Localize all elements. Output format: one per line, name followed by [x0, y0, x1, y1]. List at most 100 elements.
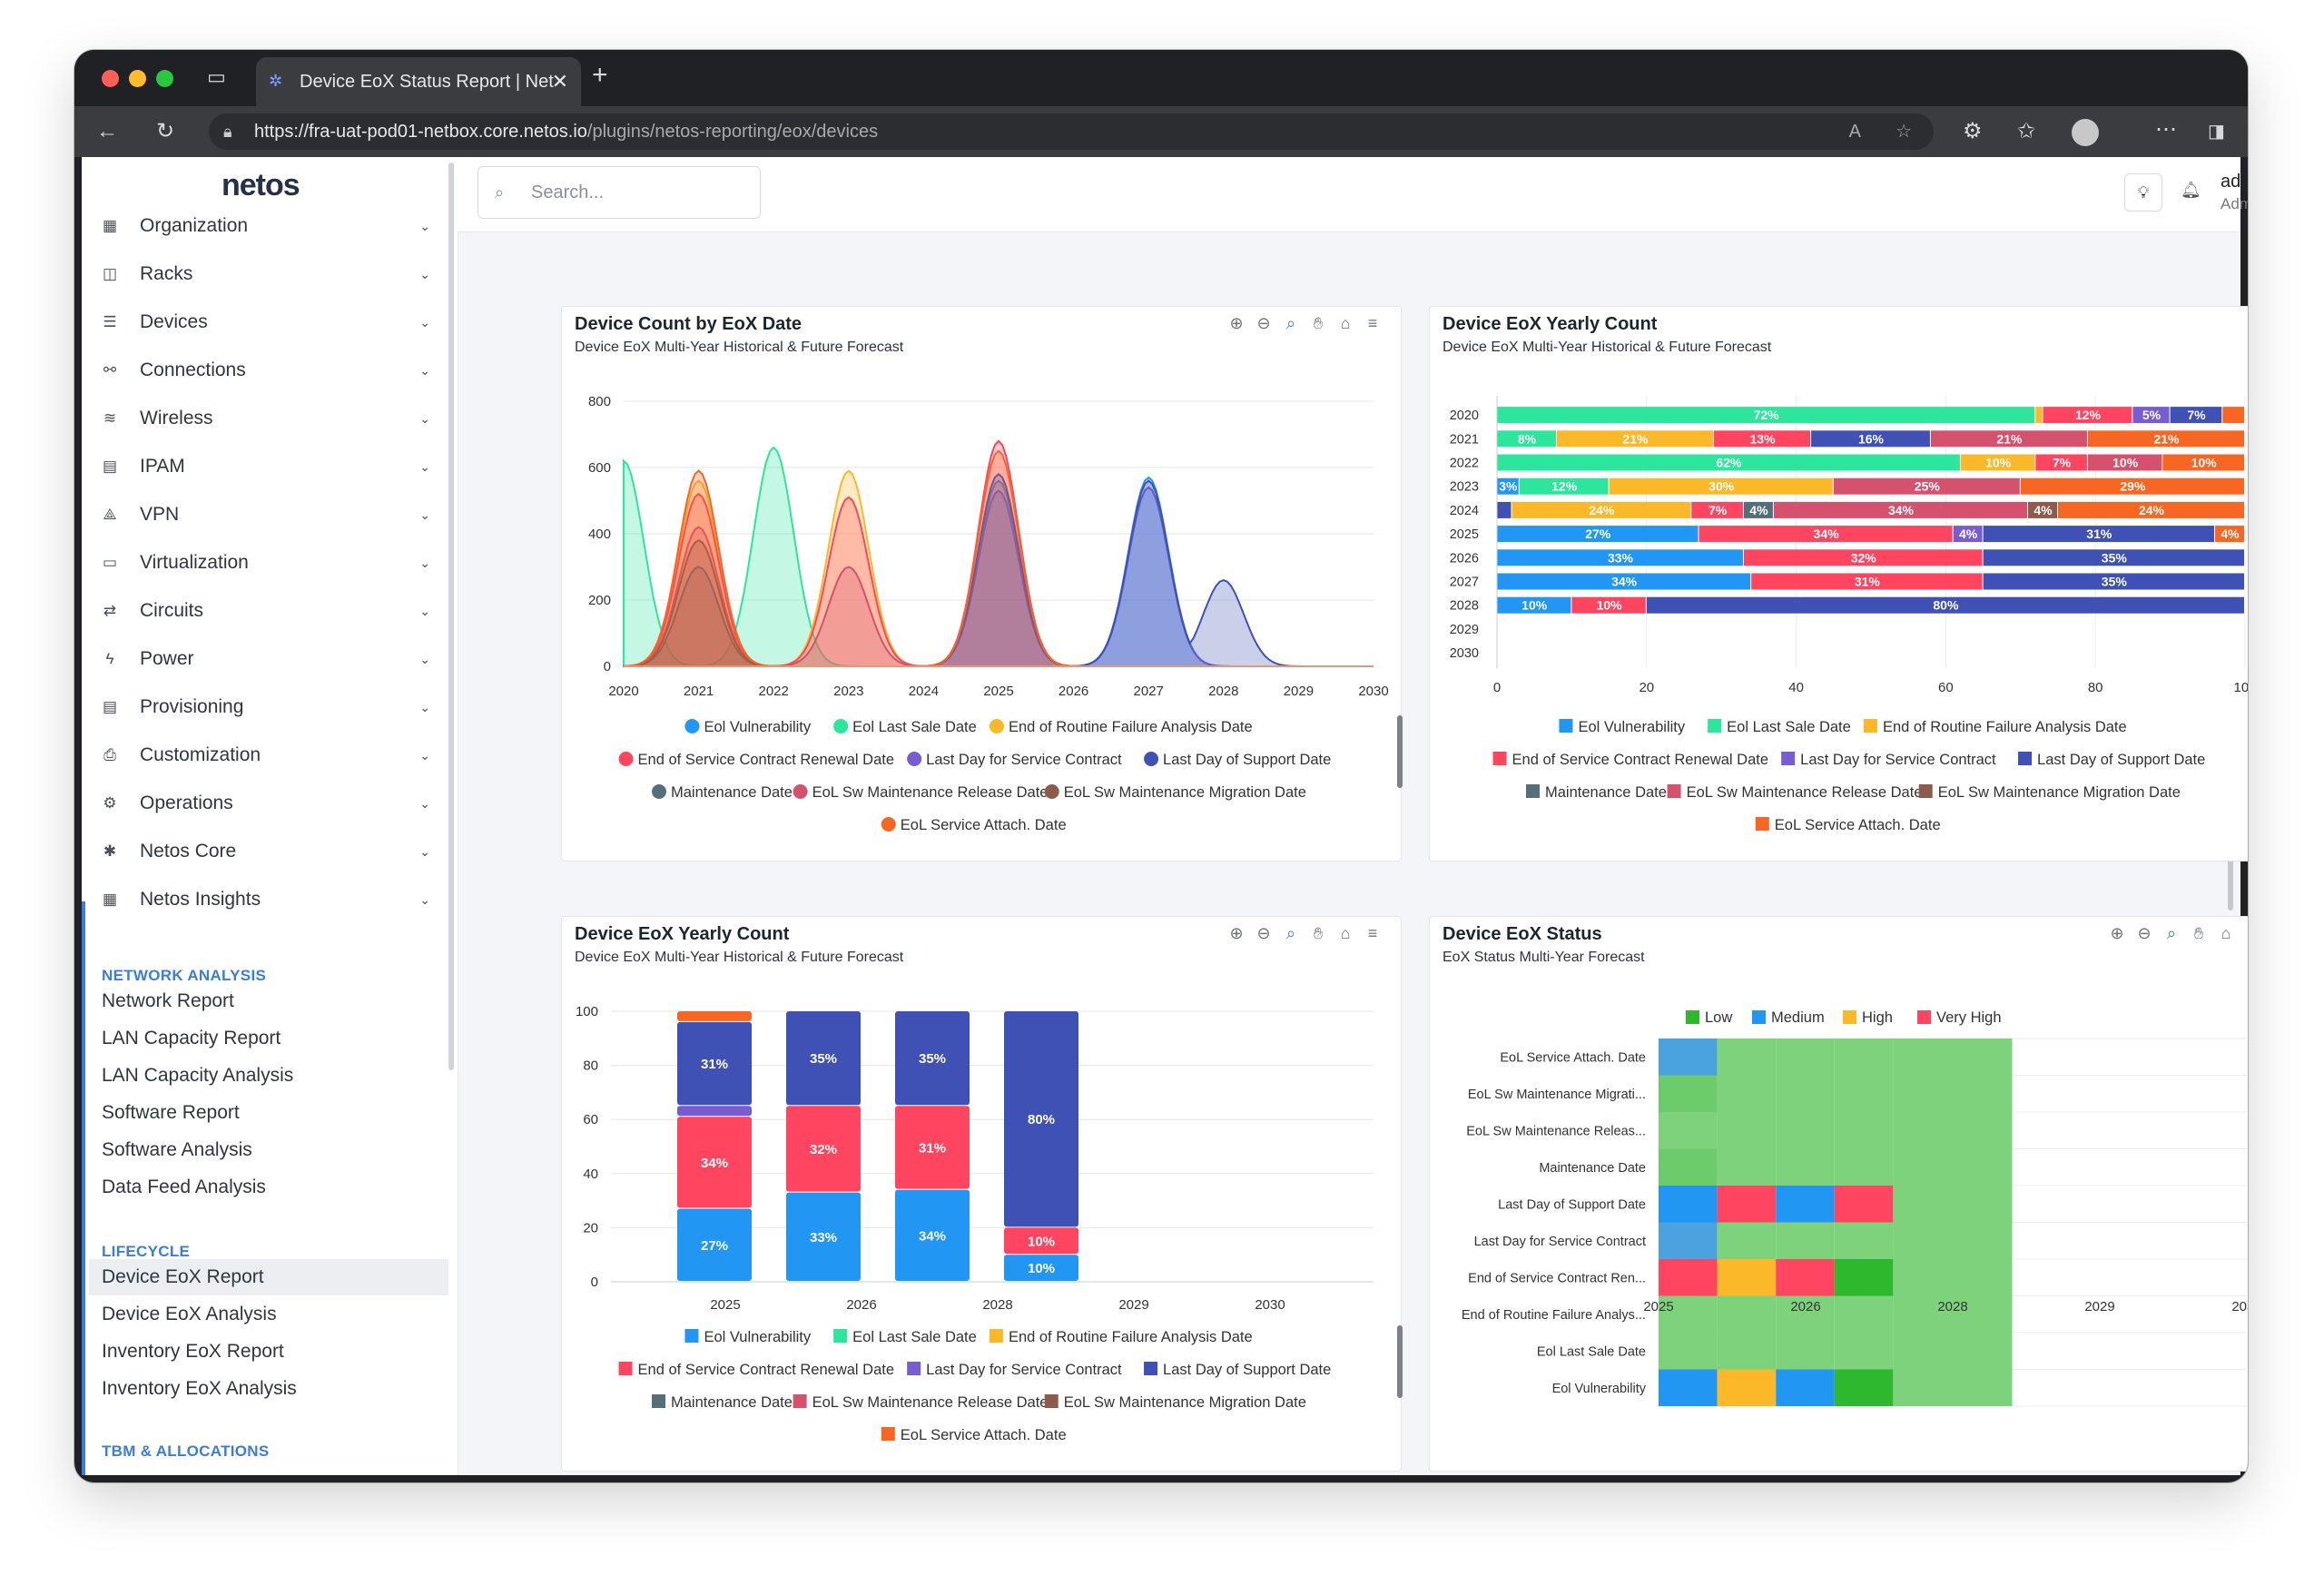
bar-column-2025[interactable]: 27% 34% 31%	[677, 1011, 752, 1281]
legend-item-last-day-for-service-contract[interactable]: Last Day for Service Contract	[1781, 752, 1996, 768]
legend-item-maintenance-date[interactable]: Maintenance Date	[1526, 784, 1667, 801]
chart1-legend-scrollbar[interactable]	[1397, 715, 1403, 788]
sidebar-link-software-report[interactable]: Software Report	[102, 1102, 240, 1123]
legend-item-eol-service-attach-date[interactable]: EoL Service Attach. Date	[881, 1427, 1067, 1443]
sidebar-link-network-report[interactable]: Network Report	[102, 990, 234, 1011]
legend-item-last-day-of-support-date[interactable]: Last Day of Support Date	[2018, 752, 2205, 768]
legend-item-eol-service-attach-date[interactable]: EoL Service Attach. Date	[1755, 817, 1941, 833]
sidebar-item-power[interactable]: ϟ Power ⌄	[100, 641, 436, 677]
sidebar-item-vpn[interactable]: ⟁ VPN ⌄	[100, 497, 436, 533]
reload-icon[interactable]: ↻	[156, 119, 175, 143]
sidebar-item-netos-core[interactable]: ✱ Netos Core ⌄	[100, 833, 436, 870]
sidebar-link-device-eox-report[interactable]: Device EoX Report	[89, 1259, 448, 1295]
zoom-out-icon[interactable]: ⊖	[2137, 924, 2152, 942]
close-window-button[interactable]	[102, 70, 119, 87]
legend-item-end-of-routine-failure-analysis-date[interactable]: End of Routine Failure Analysis Date	[989, 719, 1253, 735]
legend-item-end-of-service-contract-renewal-date[interactable]: End of Service Contract Renewal Date	[618, 752, 894, 768]
zoom-select-icon[interactable]: ⌕	[2166, 924, 2177, 942]
legend-item-end-of-routine-failure-analysis-date[interactable]: End of Routine Failure Analysis Date	[1863, 719, 2127, 735]
chart-menu-icon[interactable]: ≡	[1367, 924, 1378, 942]
legend-item-eol-last-sale-date[interactable]: Eol Last Sale Date	[833, 719, 977, 735]
legend-item-last-day-for-service-contract[interactable]: Last Day for Service Contract	[907, 1362, 1122, 1378]
zoom-in-icon[interactable]: ⊕	[1229, 314, 1244, 332]
back-icon[interactable]: ←	[96, 119, 118, 143]
theme-toggle-bulb-icon[interactable]: 💡︎	[2124, 173, 2162, 212]
legend-item-maintenance-date[interactable]: Maintenance Date	[652, 784, 793, 801]
extensions-icon[interactable]: ⚙	[1963, 119, 1983, 143]
legend-item-eol-sw-maintenance-migration-date[interactable]: EoL Sw Maintenance Migration Date	[1044, 1394, 1306, 1411]
user-name[interactable]: admin	[2221, 172, 2248, 192]
favorite-star-icon[interactable]: ☆	[1896, 122, 1912, 142]
chart3-legend-scrollbar[interactable]	[1397, 1325, 1403, 1398]
reset-home-icon[interactable]: ⌂	[1340, 924, 1351, 942]
bar-column-2026[interactable]: 33% 32% 35%	[786, 1011, 861, 1281]
legend-item-high[interactable]: High	[1843, 1009, 1893, 1026]
legend-item-end-of-service-contract-renewal-date[interactable]: End of Service Contract Renewal Date	[618, 1362, 894, 1378]
legend-item-eol-sw-maintenance-release-date[interactable]: EoL Sw Maintenance Release Date	[793, 784, 1049, 801]
sidebar-link-software-analysis[interactable]: Software Analysis	[102, 1139, 252, 1160]
sidebar-item-organization[interactable]: ▦ Organization ⌄	[100, 208, 436, 244]
legend-item-end-of-service-contract-renewal-date[interactable]: End of Service Contract Renewal Date	[1492, 752, 1768, 768]
new-tab-icon[interactable]: +	[592, 60, 608, 90]
sidebar-toggle-icon[interactable]: ▭	[207, 65, 226, 88]
zoom-select-icon[interactable]: ⌕	[1285, 314, 1296, 332]
notification-bell-icon[interactable]: 🔔︎	[2181, 181, 2201, 199]
minimize-window-button[interactable]	[129, 70, 146, 87]
sidebar-item-circuits[interactable]: ⇄ Circuits ⌄	[100, 593, 436, 629]
more-menu-icon[interactable]: ⋯	[2155, 117, 2177, 142]
legend-item-eol-vulnerability[interactable]: Eol Vulnerability	[1559, 719, 1686, 735]
sidebar-link-inventory-eox-report[interactable]: Inventory EoX Report	[102, 1341, 284, 1362]
favorites-icon[interactable]: ✩	[2017, 119, 2036, 143]
pan-hand-icon[interactable]: ✋︎	[2193, 924, 2204, 942]
legend-item-eol-sw-maintenance-release-date[interactable]: EoL Sw Maintenance Release Date	[1667, 784, 1923, 801]
sidebar-link-device-eox-analysis[interactable]: Device EoX Analysis	[102, 1304, 277, 1324]
read-aloud-icon[interactable]: A	[1848, 122, 1861, 142]
legend-item-eol-last-sale-date[interactable]: Eol Last Sale Date	[833, 1329, 977, 1345]
pan-hand-icon[interactable]: ✋︎	[1313, 314, 1324, 332]
legend-item-eol-vulnerability[interactable]: Eol Vulnerability	[684, 1329, 812, 1345]
sidebar-item-operations[interactable]: ⚙ Operations ⌄	[100, 785, 436, 822]
sidebar-item-connections[interactable]: ⚯ Connections ⌄	[100, 352, 436, 389]
legend-item-eol-sw-maintenance-migration-date[interactable]: EoL Sw Maintenance Migration Date	[1044, 784, 1306, 801]
close-tab-icon[interactable]: ✕	[551, 70, 568, 93]
browser-tab[interactable]: ✲ Device EoX Status Report | Net ✕	[256, 57, 581, 106]
search-input[interactable]: ⌕ Search...	[478, 166, 761, 219]
bar-column-2028[interactable]: 10% 10% 80%	[1004, 1011, 1078, 1281]
legend-item-eol-vulnerability[interactable]: Eol Vulnerability	[684, 719, 812, 735]
chart-menu-icon[interactable]: ≡	[1367, 314, 1378, 332]
sidebar-link-inventory-eox-analysis[interactable]: Inventory EoX Analysis	[102, 1378, 297, 1399]
sidebar-item-ipam[interactable]: ▤ IPAM ⌄	[100, 448, 436, 485]
legend-item-very-high[interactable]: Very High	[1917, 1009, 2002, 1026]
zoom-in-icon[interactable]: ⊕	[2110, 924, 2124, 942]
pan-hand-icon[interactable]: ✋︎	[1313, 924, 1324, 942]
bar-column-2027[interactable]: 34% 31% 35%	[895, 1011, 970, 1281]
legend-item-last-day-of-support-date[interactable]: Last Day of Support Date	[1144, 1362, 1331, 1378]
url-bar[interactable]: 🔒︎ https://fra-uat-pod01-netbox.core.net…	[209, 113, 1934, 150]
legend-item-maintenance-date[interactable]: Maintenance Date	[652, 1394, 793, 1411]
sidebar-item-provisioning[interactable]: ▤ Provisioning ⌄	[100, 689, 436, 725]
sidebar-link-lan-capacity-report[interactable]: LAN Capacity Report	[102, 1028, 281, 1048]
legend-item-eol-last-sale-date[interactable]: Eol Last Sale Date	[1708, 719, 1851, 735]
zoom-out-icon[interactable]: ⊖	[1256, 924, 1271, 942]
legend-item-end-of-routine-failure-analysis-date[interactable]: End of Routine Failure Analysis Date	[989, 1329, 1253, 1345]
legend-item-low[interactable]: Low	[1686, 1009, 1732, 1026]
maximize-window-button[interactable]	[156, 70, 173, 87]
legend-item-medium[interactable]: Medium	[1752, 1009, 1825, 1026]
sidebar-link-data-feed-analysis[interactable]: Data Feed Analysis	[102, 1176, 266, 1197]
legend-item-last-day-of-support-date[interactable]: Last Day of Support Date	[1144, 752, 1331, 768]
netos-logo[interactable]: netos	[222, 168, 300, 202]
profile-avatar-icon[interactable]	[2072, 119, 2099, 146]
reset-home-icon[interactable]: ⌂	[2221, 924, 2231, 942]
sidebar-item-wireless[interactable]: ≋ Wireless ⌄	[100, 400, 436, 437]
sidebar-item-racks[interactable]: ◫ Racks ⌄	[100, 256, 436, 292]
sidebar-item-devices[interactable]: ☰ Devices ⌄	[100, 304, 436, 340]
zoom-out-icon[interactable]: ⊖	[1256, 314, 1271, 332]
reset-home-icon[interactable]: ⌂	[1340, 314, 1351, 332]
sidebar-panel-icon[interactable]: ◨	[2208, 122, 2225, 142]
sidebar-link-lan-capacity-analysis[interactable]: LAN Capacity Analysis	[102, 1065, 294, 1086]
legend-item-eol-sw-maintenance-migration-date[interactable]: EoL Sw Maintenance Migration Date	[1918, 784, 2181, 801]
zoom-in-icon[interactable]: ⊕	[1229, 924, 1244, 942]
sidebar-item-customization[interactable]: ⎙ Customization ⌄	[100, 737, 436, 773]
sidebar-scrollbar[interactable]	[448, 162, 454, 1070]
zoom-select-icon[interactable]: ⌕	[1285, 924, 1296, 942]
